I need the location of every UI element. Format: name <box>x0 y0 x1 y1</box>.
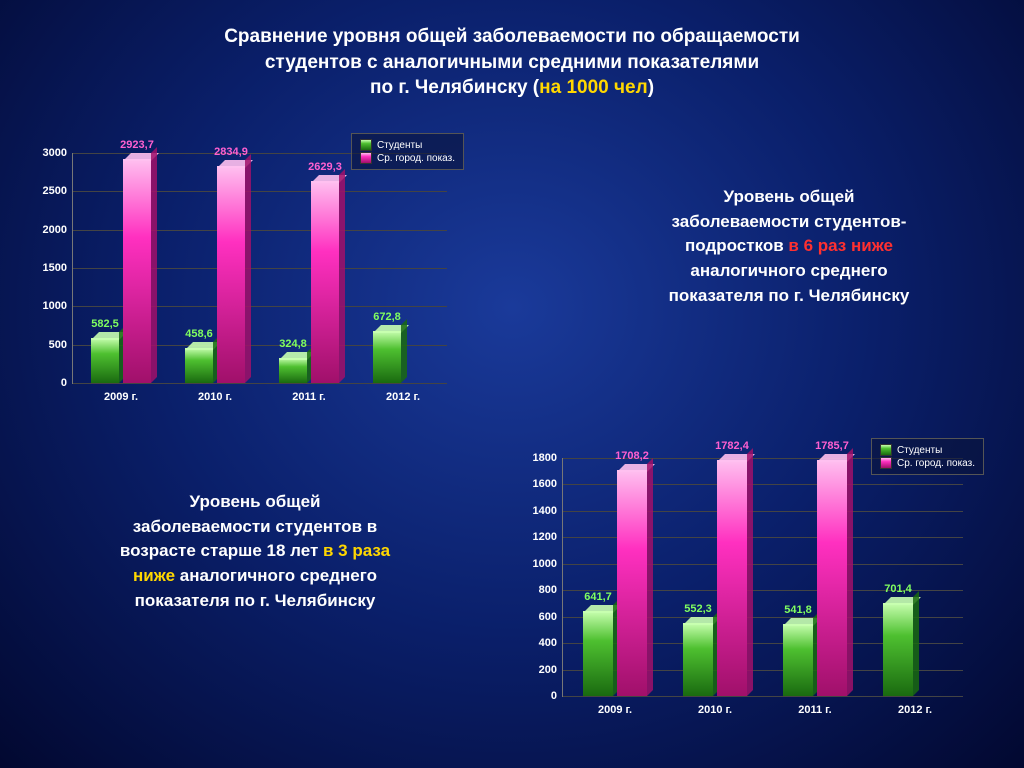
bar-value-label: 672,8 <box>373 311 401 331</box>
tb1-l4: аналогичного среднего <box>594 259 984 284</box>
bar-value-label: 2923,7 <box>120 139 154 159</box>
tb1-l1: Уровень общей <box>594 185 984 210</box>
bar-value-label: 1785,7 <box>815 440 849 460</box>
chart-top: 050010001500200025003000582,52923,72009 … <box>30 135 470 415</box>
legend-row-students-2: Студенты <box>880 444 975 456</box>
legend-label-students-2: Студенты <box>897 445 942 456</box>
bar-students: 324,8 <box>279 358 307 383</box>
bar-value-label: 641,7 <box>584 591 612 611</box>
y-tick-label: 500 <box>49 339 73 351</box>
y-tick-label: 1600 <box>533 478 563 490</box>
bar-value-label: 2834,9 <box>214 146 248 166</box>
textbox-right: Уровень общей заболеваемости студентов- … <box>594 185 984 308</box>
y-tick-label: 600 <box>539 611 563 623</box>
chart-bottom: 020040060080010001200140016001800641,717… <box>520 440 990 730</box>
x-tick-label: 2012 г. <box>386 383 420 403</box>
bar-city: 2923,7 <box>123 159 151 383</box>
tb2-l4: ниже аналогичного среднего <box>55 564 455 589</box>
y-tick-label: 0 <box>551 690 563 702</box>
legend-swatch-city-2 <box>880 457 892 469</box>
x-tick-label: 2010 г. <box>198 383 232 403</box>
bar-city: 1782,4 <box>717 460 747 696</box>
bar-students: 641,7 <box>583 611 613 696</box>
y-tick-label: 3000 <box>43 147 73 159</box>
bar-value-label: 324,8 <box>279 338 307 358</box>
bar-value-label: 582,5 <box>91 318 119 338</box>
chart-bottom-plot: 020040060080010001200140016001800641,717… <box>562 458 963 697</box>
title-line-3: по г. Челябинску (на 1000 чел) <box>80 75 944 101</box>
chart-top-legend: Студенты Ср. город. показ. <box>351 133 464 170</box>
bar-students: 552,3 <box>683 623 713 696</box>
bar-value-label: 552,3 <box>684 603 712 623</box>
bar-city: 2629,3 <box>311 181 339 383</box>
slide-title: Сравнение уровня общей заболеваемости по… <box>0 0 1024 101</box>
y-tick-label: 1000 <box>43 300 73 312</box>
bar-students: 701,4 <box>883 603 913 696</box>
legend-swatch-students <box>360 139 372 151</box>
legend-label-city-2: Ср. город. показ. <box>897 458 975 469</box>
bar-students: 582,5 <box>91 338 119 383</box>
y-tick-label: 800 <box>539 584 563 596</box>
legend-label-students: Студенты <box>377 140 422 151</box>
bar-value-label: 458,6 <box>185 328 213 348</box>
bar-students: 672,8 <box>373 331 401 383</box>
bar-value-label: 1708,2 <box>615 450 649 470</box>
tb1-l5: показателя по г. Челябинску <box>594 284 984 309</box>
y-tick-label: 400 <box>539 637 563 649</box>
bar-value-label: 2629,3 <box>308 161 342 181</box>
y-tick-label: 1500 <box>43 262 73 274</box>
bar-students: 541,8 <box>783 624 813 696</box>
y-tick-label: 1800 <box>533 452 563 464</box>
legend-row-students: Студенты <box>360 139 455 151</box>
y-tick-label: 2000 <box>43 224 73 236</box>
x-tick-label: 2011 г. <box>292 383 325 403</box>
legend-swatch-city <box>360 152 372 164</box>
legend-label-city: Ср. город. показ. <box>377 153 455 164</box>
legend-row-city-2: Ср. город. показ. <box>880 457 975 469</box>
x-tick-label: 2009 г. <box>598 696 632 716</box>
y-tick-label: 1200 <box>533 531 563 543</box>
legend-swatch-students-2 <box>880 444 892 456</box>
y-tick-label: 0 <box>61 377 73 389</box>
bar-city: 1785,7 <box>817 460 847 696</box>
x-tick-label: 2010 г. <box>698 696 732 716</box>
bar-value-label: 541,8 <box>784 604 812 624</box>
tb2-l3: возрасте старше 18 лет в 3 раза <box>55 539 455 564</box>
tb2-l5: показателя по г. Челябинску <box>55 589 455 614</box>
x-tick-label: 2009 г. <box>104 383 138 403</box>
tb1-l3: подростков в 6 раз ниже <box>594 234 984 259</box>
tb1-l2: заболеваемости студентов- <box>594 210 984 235</box>
x-tick-label: 2012 г. <box>898 696 932 716</box>
title-line-1: Сравнение уровня общей заболеваемости по… <box>80 24 944 50</box>
bar-city: 1708,2 <box>617 470 647 696</box>
tb2-l2: заболеваемости студентов в <box>55 515 455 540</box>
textbox-left: Уровень общей заболеваемости студентов в… <box>55 490 455 613</box>
chart-bottom-legend: Студенты Ср. город. показ. <box>871 438 984 475</box>
x-tick-label: 2011 г. <box>798 696 831 716</box>
y-tick-label: 1400 <box>533 505 563 517</box>
y-tick-label: 200 <box>539 664 563 676</box>
title-line-2: студентов с аналогичными средними показа… <box>80 50 944 76</box>
y-tick-label: 1000 <box>533 558 563 570</box>
chart-top-plot: 050010001500200025003000582,52923,72009 … <box>72 153 447 384</box>
legend-row-city: Ср. город. показ. <box>360 152 455 164</box>
bar-students: 458,6 <box>185 348 213 383</box>
tb2-l1: Уровень общей <box>55 490 455 515</box>
bar-value-label: 1782,4 <box>715 440 749 460</box>
y-tick-label: 2500 <box>43 185 73 197</box>
bar-value-label: 701,4 <box>884 583 912 603</box>
bar-city: 2834,9 <box>217 166 245 383</box>
